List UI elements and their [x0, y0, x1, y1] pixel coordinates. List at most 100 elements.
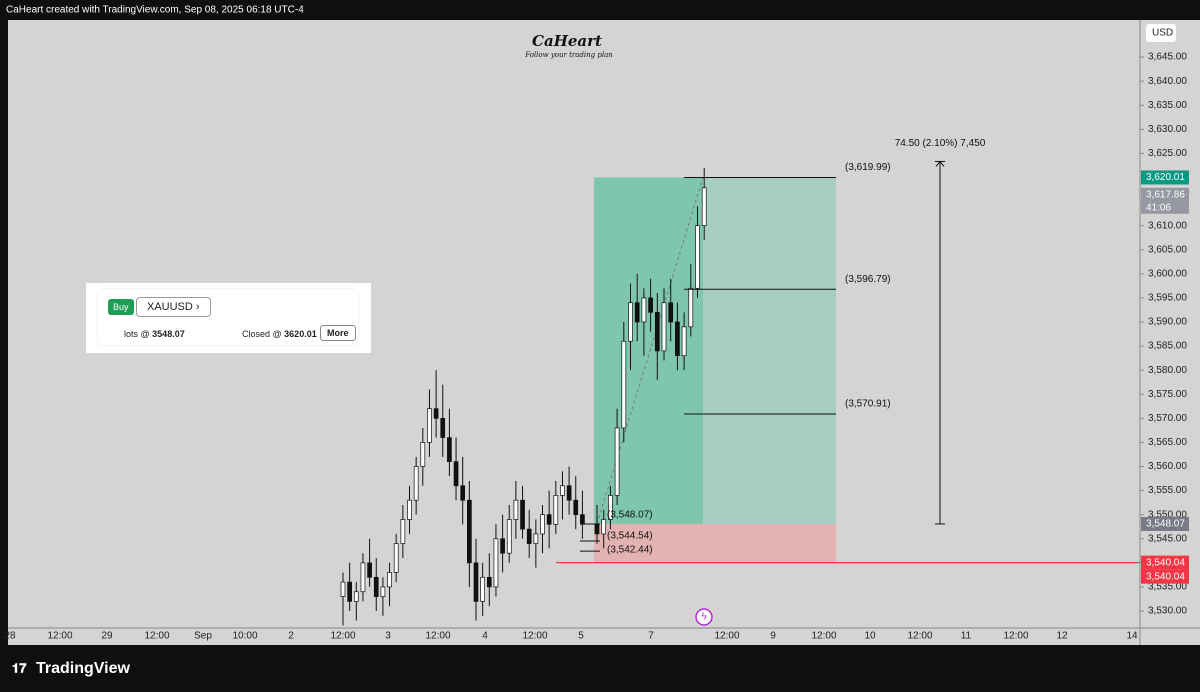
footer-brand: TradingView — [36, 660, 131, 677]
candle-body — [413, 466, 419, 501]
y-tick-label: 3,560.00 — [1148, 461, 1187, 472]
entry-level-label: (3,542.44) — [607, 545, 653, 556]
candle-body — [566, 485, 572, 501]
candle-body — [661, 302, 667, 352]
y-tick-label: 3,530.00 — [1148, 606, 1187, 617]
logo-name: CaHeart — [532, 32, 602, 50]
candle-body — [546, 514, 552, 525]
candle-body — [675, 321, 680, 357]
price-label-box — [1141, 170, 1189, 185]
price-label: 3,617.86 — [1146, 189, 1185, 200]
y-tick-label: 3,595.00 — [1148, 293, 1187, 304]
price-label-box — [1141, 569, 1189, 584]
y-tick-label: 3,535.00 — [1148, 582, 1187, 593]
candle-body — [407, 499, 412, 520]
time-axis — [8, 628, 1140, 645]
currency-box — [1146, 24, 1176, 42]
event-icon-glyph: ϟ — [701, 612, 707, 623]
symbol: XAUUSD — [147, 301, 193, 313]
candle-body — [480, 576, 485, 602]
candle-body — [467, 499, 472, 564]
candle-body — [353, 591, 359, 602]
header-title: CaHeart created with TradingView.com, Se… — [6, 5, 304, 16]
candle-body — [668, 302, 674, 323]
countdown: 41:06 — [1146, 202, 1171, 213]
closed-text: Closed @ — [242, 329, 282, 339]
candle-body — [400, 519, 406, 544]
x-tick-label: 4 — [482, 631, 488, 642]
y-tick-label: 3,600.00 — [1148, 268, 1187, 279]
y-tick-label: 3,625.00 — [1148, 148, 1187, 159]
profit-zone-rest — [703, 177, 836, 524]
candle-body — [447, 437, 452, 463]
x-tick-label: 11 — [961, 631, 972, 642]
candle-body — [500, 538, 505, 554]
y-tick-label: 3,555.00 — [1148, 485, 1187, 496]
y-tick-label: 3,630.00 — [1148, 124, 1187, 135]
x-tick-label: 12:00 — [144, 631, 169, 642]
y-tick-label: 3,570.00 — [1148, 413, 1187, 424]
candle-body — [526, 528, 532, 544]
candle-body — [367, 562, 372, 578]
candle-body — [628, 302, 633, 342]
candle-body — [506, 519, 512, 554]
y-tick-label: 3,565.00 — [1148, 437, 1187, 448]
entry-level-label: (3,544.54) — [607, 531, 653, 542]
x-tick-label: 2 — [288, 631, 294, 642]
candle-body — [641, 297, 647, 323]
x-tick-label: 12:00 — [522, 631, 547, 642]
candle-body — [621, 340, 627, 429]
x-tick-label: 12:00 — [811, 631, 836, 642]
candle-body — [533, 533, 539, 544]
y-tick-label: 3,590.00 — [1148, 317, 1187, 328]
y-tick-label: 3,645.00 — [1148, 52, 1187, 63]
candle-body — [493, 538, 499, 588]
candle-body — [486, 576, 492, 588]
logo-tagline: Follow your trading plan — [524, 51, 613, 59]
price-label-box — [1141, 555, 1189, 570]
candle-body — [648, 297, 653, 313]
x-tick-label: 3 — [385, 631, 391, 642]
candle-body — [420, 442, 426, 467]
candle-body — [360, 562, 366, 593]
candle-body — [393, 543, 399, 573]
event-icon[interactable] — [695, 608, 713, 626]
entry-level-label: (3,548.07) — [607, 510, 653, 521]
candle-body — [453, 461, 459, 487]
x-tick-label: 12:00 — [714, 631, 739, 642]
candle-body — [473, 562, 479, 602]
side-badge: Buy — [108, 299, 134, 315]
countdown-box — [1141, 201, 1189, 214]
candle-body — [695, 225, 700, 289]
x-tick-label: 12:00 — [907, 631, 932, 642]
candle-body — [654, 312, 660, 352]
x-tick-label: 29 — [101, 631, 113, 642]
symbol-pill[interactable]: XAUUSD › — [136, 297, 211, 317]
y-tick-label: 3,610.00 — [1148, 220, 1187, 231]
candle-body — [340, 581, 346, 597]
level-label: (3,619.99) — [845, 162, 891, 173]
candle-body — [614, 427, 620, 496]
candle-body — [681, 326, 687, 357]
closed: Closed @ 3620.01 — [242, 329, 317, 339]
price-label-box — [1141, 187, 1189, 202]
candle-body — [427, 408, 432, 443]
x-tick-label: Sep — [194, 631, 212, 642]
candle-body — [387, 572, 392, 588]
exit-price: 3620.01 — [284, 329, 317, 339]
more-button[interactable]: More — [320, 325, 356, 341]
price-label: 3,540.04 — [1146, 571, 1185, 582]
trade-card: Buy XAUUSD › lots @ 3548.07 Closed @ 362… — [98, 289, 358, 345]
x-tick-label: 5 — [578, 631, 584, 642]
x-tick-label: 12:00 — [425, 631, 450, 642]
candle-body — [560, 485, 565, 496]
candle-body — [520, 499, 525, 530]
y-tick-label: 3,580.00 — [1148, 365, 1187, 376]
x-tick-label: 10 — [864, 631, 876, 642]
y-tick-label: 3,575.00 — [1148, 389, 1187, 400]
y-tick-label: 3,545.00 — [1148, 533, 1187, 544]
candle-body — [347, 581, 352, 602]
candle-body — [460, 485, 466, 501]
x-tick-label: 12:00 — [330, 631, 355, 642]
